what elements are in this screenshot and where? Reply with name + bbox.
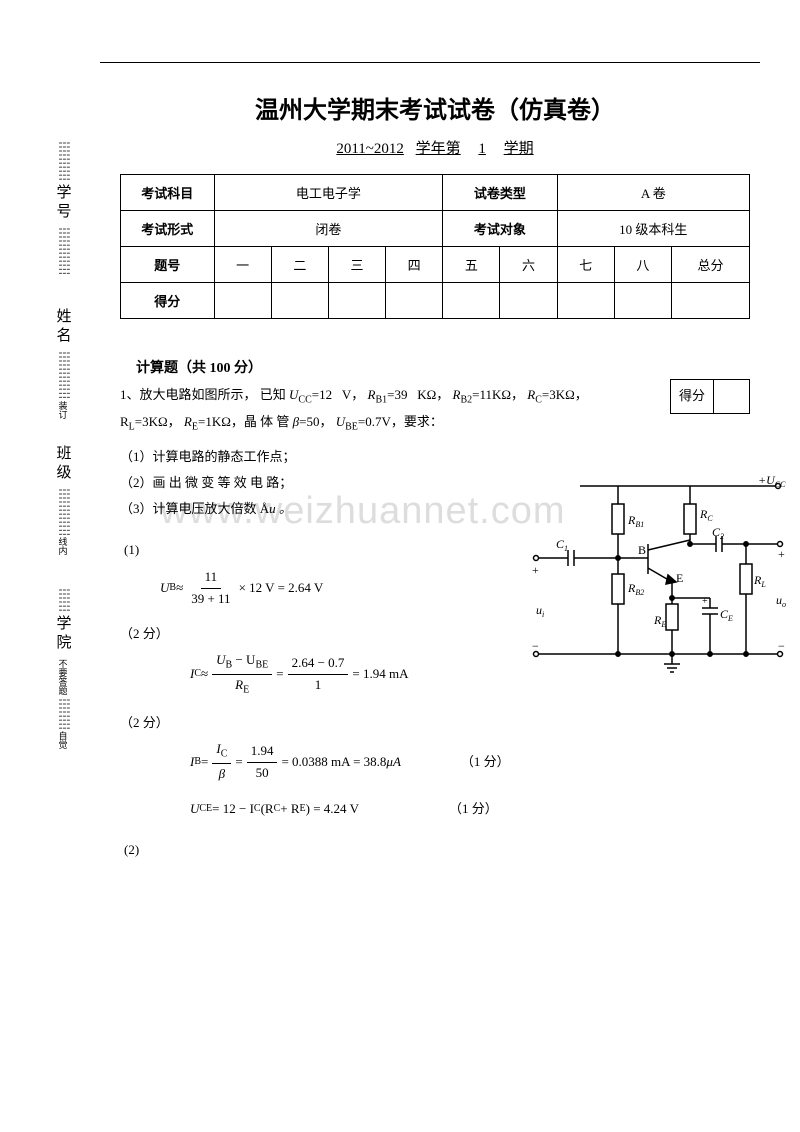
label-college: 学院 [53, 615, 74, 653]
tiny: 线内 [57, 537, 70, 555]
dash: ┆┆┆┆┆┆┆┆┆┆┆┆ [58, 350, 68, 398]
top-border [100, 62, 760, 63]
pts: （2 分） [120, 715, 169, 730]
val: =3KΩ， [542, 387, 588, 402]
cell: 一 [214, 247, 271, 283]
cell: 10 级本科生 [557, 211, 749, 247]
cell: 试卷类型 [443, 175, 557, 211]
label-class: 班级 [53, 445, 74, 483]
info-table: 考试科目 电工电子学 试卷类型 A 卷 考试形式 闭卷 考试对象 10 级本科生… [120, 174, 750, 319]
sym: U [289, 387, 298, 402]
dash: ┆┆┆┆┆┆┆┆┆┆ [58, 140, 68, 180]
cell: 二 [271, 247, 328, 283]
sub: B2 [460, 395, 472, 406]
cell: 题号 [121, 247, 215, 283]
svg-text:ui: ui [536, 603, 544, 619]
svg-text:RB1: RB1 [627, 513, 644, 529]
sub: B1 [375, 395, 387, 406]
cell: 电工电子学 [214, 175, 443, 211]
section-title: 计算题（共 100 分） [120, 357, 750, 377]
tiny: 不要答题 [57, 659, 70, 695]
score-fill [713, 380, 749, 413]
label-student-id: 学号 [53, 184, 74, 222]
tiny: 自觉 [57, 731, 70, 749]
val: =3KΩ， [135, 414, 181, 429]
sym: R [184, 414, 192, 429]
sem-num: 1 [468, 141, 496, 157]
svg-text:+: + [532, 563, 539, 577]
side-labels: ┆┆┆┆┆┆┆┆┆┆ 学号 ┆┆┆┆┆┆┆┆┆┆┆┆ 姓名 ┆┆┆┆┆┆┆┆┆┆… [48, 140, 78, 1040]
cell: 得分 [121, 283, 215, 319]
cell: 三 [328, 247, 385, 283]
svg-text:E: E [676, 571, 683, 585]
eq-uce: UCE = 12 − IC (RC + RE) = 4.24 V （1 分） [190, 799, 750, 820]
val: =11KΩ， [472, 387, 524, 402]
val: =12 [312, 387, 332, 402]
sub: BE [345, 421, 358, 432]
sym: U [336, 414, 345, 429]
svg-text:C2: C2 [712, 525, 724, 541]
svg-text:RC: RC [699, 507, 713, 523]
svg-text:+: + [702, 596, 708, 607]
dash: ┆┆┆┆┆┆┆┆┆┆┆┆ [58, 487, 68, 535]
circuit-diagram: +UCC RB1 RC C1 C2 B E RB2 RE CE RL ui uo… [520, 474, 796, 684]
cell: 四 [386, 247, 443, 283]
pts: （2 分） [120, 626, 169, 641]
val: =39 [387, 387, 407, 402]
problem-1: 得分 1、放大电路如图所示， 已知 UCC=12 V， RB1=39 KΩ， R… [120, 383, 750, 436]
svg-text:uo: uo [776, 593, 786, 609]
sem-label-1: 学年第 [412, 141, 465, 157]
sem-label-2: 学期 [500, 141, 538, 157]
val: =0.7V，要求： [358, 414, 443, 429]
cell: 闭卷 [214, 211, 443, 247]
cell: 总分 [671, 247, 749, 283]
cell: 五 [443, 247, 500, 283]
p1-text: 1、放大电路如图所示， 已知 [120, 387, 286, 402]
eq-ib: IB = IC β = 1.9450 = 0.0388 mA = 38.8μA … [190, 739, 750, 784]
cell: 六 [500, 247, 557, 283]
q2-label: (2) [124, 842, 139, 857]
dash: ┆┆┆┆┆┆┆┆ [58, 697, 68, 729]
score-box: 得分 [670, 379, 750, 414]
svg-text:CE: CE [720, 607, 733, 623]
semester-line: 2011~2012 学年第 1 学期 [120, 137, 750, 158]
dash: ┆┆┆┆┆┆┆┆┆┆┆┆ [58, 226, 68, 274]
sub1: （1）计算电路的静态工作点； [120, 444, 750, 470]
cell: 八 [614, 247, 671, 283]
q1-label: (1) [124, 542, 139, 557]
label-name: 姓名 [53, 308, 74, 346]
svg-text:−: − [778, 639, 785, 653]
year: 2011~2012 [332, 141, 408, 157]
cell: 考试形式 [121, 211, 215, 247]
svg-text:C1: C1 [556, 537, 568, 553]
val: =50， [299, 414, 332, 429]
rl: R [120, 414, 129, 429]
svg-text:B: B [638, 543, 646, 557]
cell: 七 [557, 247, 614, 283]
val: =1KΩ，晶 体 管 [198, 414, 289, 429]
cell: A 卷 [557, 175, 749, 211]
cell: 考试对象 [443, 211, 557, 247]
svg-text:−: − [532, 639, 539, 653]
v: V， [342, 387, 364, 402]
score-label: 得分 [671, 380, 713, 413]
tiny: 装订 [57, 401, 70, 419]
k: KΩ， [417, 387, 449, 402]
dash: ┆┆┆┆┆┆ [58, 587, 68, 611]
svg-text:RB2: RB2 [627, 581, 644, 597]
svg-text:RL: RL [753, 573, 766, 589]
sub: CC [298, 395, 311, 406]
svg-text:+UCC: +UCC [758, 474, 786, 489]
cell: 考试科目 [121, 175, 215, 211]
svg-text:RE: RE [653, 613, 666, 629]
svg-text:+: + [778, 547, 785, 561]
page-title: 温州大学期末考试试卷（仿真卷） [120, 90, 750, 125]
sub: C [535, 395, 542, 406]
